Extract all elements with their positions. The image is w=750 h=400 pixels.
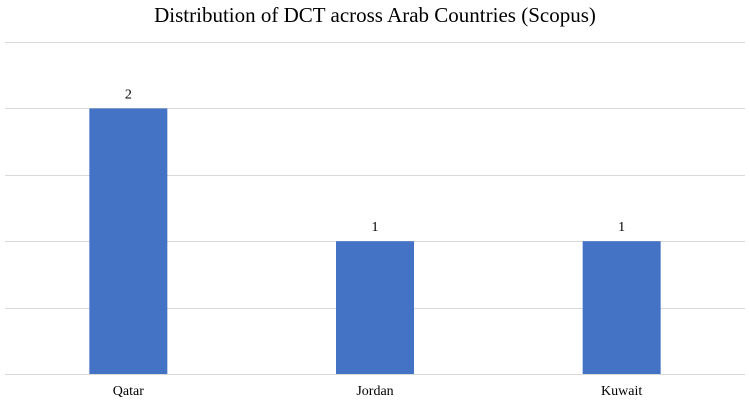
bars	[89, 108, 661, 375]
data-label-qatar: 2	[125, 87, 132, 102]
chart-title: Distribution of DCT across Arab Countrie…	[154, 3, 596, 27]
bar-jordan	[336, 241, 414, 374]
data-labels: 2 1 1	[125, 87, 625, 235]
bar-kuwait	[582, 241, 661, 374]
x-axis-tick-labels: Qatar Jordan Kuwait	[113, 384, 643, 399]
data-label-kuwait: 1	[618, 220, 625, 235]
data-label-jordan: 1	[372, 220, 379, 235]
bar-qatar	[89, 108, 168, 375]
x-tick-label-kuwait: Kuwait	[601, 384, 642, 399]
x-tick-label-jordan: Jordan	[356, 384, 393, 399]
x-tick-label-qatar: Qatar	[113, 384, 144, 399]
